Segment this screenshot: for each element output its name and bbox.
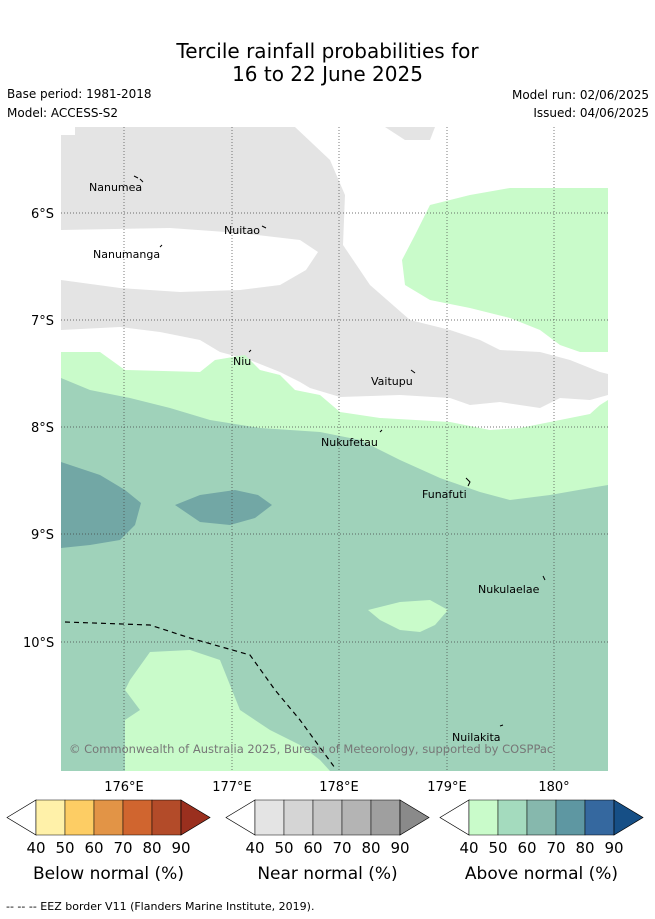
colorbar-title: Above normal (%)	[465, 864, 618, 884]
near-normal-region-northeast	[385, 127, 435, 140]
place-label-nuilakita: Nuilakita	[452, 731, 501, 744]
colorbar-tick-label: 70	[113, 839, 132, 857]
lon-label: 180°	[538, 780, 569, 795]
colorbar-swatch	[151, 799, 182, 836]
title-line-2: 16 to 22 June 2025	[232, 62, 423, 86]
colorbar-swatch	[122, 799, 153, 836]
colorbar-swatch	[283, 799, 314, 836]
model-label: Model: ACCESS-S2	[7, 106, 119, 120]
base-period-label: Base period: 1981-2018	[7, 87, 152, 101]
place-label-nanumanga: Nanumanga	[93, 248, 160, 261]
colorbar-below: 40 50 60 70 80 90 Below normal (%)	[6, 799, 211, 884]
colorbar-tick-label: 70	[332, 839, 351, 857]
longitude-labels: 176°E 177°E 178°E 179°E 180°	[104, 780, 569, 795]
colorbar-lower-extension	[439, 799, 470, 836]
colorbar-swatch	[312, 799, 343, 836]
place-label-nukufetau: Nukufetau	[321, 436, 378, 449]
place-label-nukulaelae: Nukulaelae	[478, 583, 540, 596]
colorbar-tick-label: 60	[517, 839, 536, 857]
place-label-niu: Niu	[233, 355, 251, 368]
near-normal-region-north	[61, 127, 608, 408]
colorbar-tick-label: 40	[26, 839, 45, 857]
above-normal-40-south	[125, 650, 330, 771]
colorbar-title: Near normal (%)	[257, 864, 397, 884]
colorbar-tick-label: 50	[55, 839, 74, 857]
colorbar-lower-extension	[225, 799, 256, 836]
model-run-label: Model run: 02/06/2025	[511, 88, 649, 102]
title-line-1: Tercile rainfall probabilities for	[176, 39, 479, 63]
map-plot-area: Nanumea Nuitao Nanumanga Niu Vaitupu Nuk…	[61, 127, 608, 771]
above-normal-40-east	[402, 188, 608, 352]
colorbar-tick-label: 60	[84, 839, 103, 857]
gridlines	[61, 127, 608, 771]
white-gap-1	[61, 228, 318, 292]
colorbar-tick-label: 50	[274, 839, 293, 857]
place-label-nuitao: Nuitao	[224, 224, 260, 237]
lon-label: 177°E	[212, 780, 252, 795]
colorbar-tick-label: 60	[303, 839, 322, 857]
place-label-nanumea: Nanumea	[89, 181, 142, 194]
colorbar-upper-extension	[613, 799, 644, 836]
colorbar-upper-extension	[180, 799, 211, 836]
colorbar-tick-label: 90	[390, 839, 409, 857]
colorbar-swatch	[341, 799, 372, 836]
colorbar-swatch	[584, 799, 615, 836]
colorbar-title: Below normal (%)	[33, 864, 184, 884]
lon-label: 178°E	[319, 780, 359, 795]
colorbar-swatch	[497, 799, 528, 836]
colorbar-swatch	[35, 799, 66, 836]
lat-label: 10°S	[23, 636, 54, 651]
colorbar-upper-extension	[399, 799, 430, 836]
place-label-vaitupu: Vaitupu	[371, 375, 413, 388]
colorbar-lower-extension	[6, 799, 37, 836]
place-label-funafuti: Funafuti	[422, 488, 467, 501]
above-normal-60-west	[61, 462, 141, 548]
lat-label: 6°S	[31, 207, 54, 222]
colorbar-tick-label: 80	[142, 839, 161, 857]
lat-label: 7°S	[31, 314, 54, 329]
eez-border-line	[64, 621, 336, 769]
colorbar-swatch	[468, 799, 499, 836]
colorbar-above: 40 50 60 70 80 90 Above normal (%)	[439, 799, 644, 884]
lat-label: 8°S	[31, 421, 54, 436]
above-normal-40-mid	[368, 600, 448, 632]
colorbar-tick-label: 80	[575, 839, 594, 857]
colorbar-swatch	[555, 799, 586, 836]
colorbar-tick-label: 80	[361, 839, 380, 857]
colorbar-swatch	[254, 799, 285, 836]
issued-label: Issued: 04/06/2025	[533, 106, 649, 120]
white-gap-2	[61, 127, 75, 135]
colorbar-swatch	[370, 799, 401, 836]
colorbar-tick-label: 40	[459, 839, 478, 857]
colorbar-tick-label: 50	[488, 839, 507, 857]
eez-border-legend: -- -- -- EEZ border V11 (Flanders Marine…	[6, 900, 315, 913]
colorbar-swatch	[526, 799, 557, 836]
island-marks	[133, 175, 546, 727]
copyright-text: © Commonwealth of Australia 2025, Bureau…	[69, 742, 553, 756]
map-title: Tercile rainfall probabilities for 16 to…	[0, 40, 655, 86]
lat-label: 9°S	[31, 528, 54, 543]
latitude-labels: 6°S 7°S 8°S 9°S 10°S	[23, 207, 54, 651]
colorbar-tick-label: 70	[546, 839, 565, 857]
colorbar-swatch	[93, 799, 124, 836]
lon-label: 179°E	[427, 780, 467, 795]
colorbar-swatch	[64, 799, 95, 836]
colorbar-near: 40 50 60 70 80 90 Near normal (%)	[225, 799, 430, 884]
colorbar-tick-label: 40	[245, 839, 264, 857]
colorbar-tick-label: 90	[604, 839, 623, 857]
colorbar-tick-label: 90	[171, 839, 190, 857]
lon-label: 176°E	[104, 780, 144, 795]
colorbar-legends: 40 50 60 70 80 90 Below normal (%) 40 50 60 70 80 90…	[6, 799, 644, 884]
above-normal-60-center	[175, 490, 272, 525]
